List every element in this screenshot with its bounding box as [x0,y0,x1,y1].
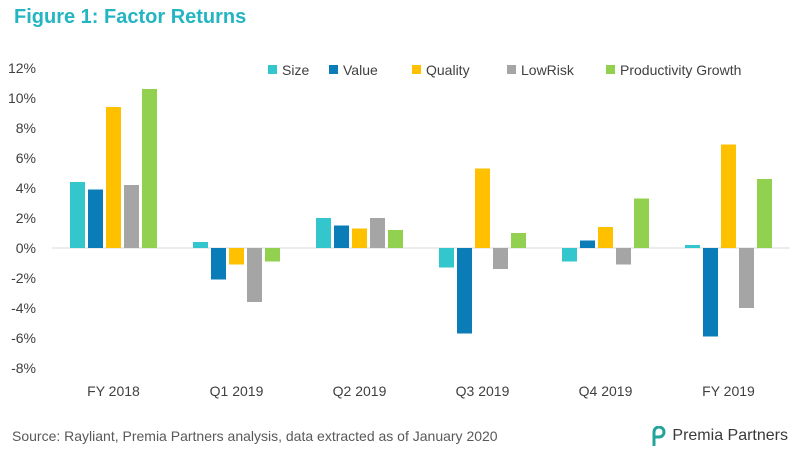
x-tick-label: Q1 2019 [210,383,264,399]
bar-lowrisk [616,248,631,265]
y-tick-label: 6% [16,150,36,166]
figure-title: Figure 1: Factor Returns [14,6,247,28]
bar-quality [475,168,490,248]
bar-size [439,248,454,268]
y-tick-label: 8% [16,120,36,136]
x-tick-label: Q4 2019 [579,383,633,399]
legend-swatch [329,65,338,74]
bar-productivity-growth [142,89,157,248]
bar-quality [229,248,244,265]
legend-label: Size [282,62,309,78]
y-tick-label: 0% [16,240,36,256]
brand-name: Premia Partners [672,427,788,444]
y-tick-label: 2% [16,210,36,226]
bar-value [580,240,595,248]
bar-quality [721,144,736,248]
bars-group [70,89,772,337]
x-tick-label: Q2 2019 [333,383,387,399]
bar-size [685,245,700,248]
source-note: Source: Rayliant, Premia Partners analys… [12,428,498,444]
bar-quality [598,227,613,248]
bar-lowrisk [124,185,139,248]
legend-label: Productivity Growth [620,62,741,78]
legend: Size Value Quality LowRisk Productivity Grow… [268,62,741,78]
bar-size [562,248,577,262]
x-tick-label: FY 2019 [702,383,755,399]
factor-returns-chart: -8% -6% -4% -2% 0% 2% 4% 6% 8% 10% 12% FY 2018 Q1 2… [8,60,790,399]
bar-quality [352,228,367,248]
x-tick-label: Q3 2019 [456,383,510,399]
y-tick-label: 12% [8,60,36,76]
bar-value [211,248,226,280]
y-tick-label: 4% [16,180,36,196]
legend-swatch [268,65,277,74]
legend-label: LowRisk [521,62,575,78]
x-axis: FY 2018 Q1 2019 Q2 2019 Q3 2019 Q4 2019 FY 20… [87,383,755,399]
legend-swatch [507,65,516,74]
y-tick-label: 10% [8,90,36,106]
y-tick-label: -4% [11,300,36,316]
bar-value [703,248,718,337]
bar-lowrisk [247,248,262,302]
bar-value [334,225,349,248]
bar-lowrisk [739,248,754,308]
bar-lowrisk [493,248,508,269]
y-tick-label: -6% [11,330,36,346]
bar-productivity-growth [265,248,280,262]
x-tick-label: FY 2018 [87,383,140,399]
bar-value [457,248,472,334]
y-axis: -8% -6% -4% -2% 0% 2% 4% 6% 8% 10% 12% [8,60,36,376]
legend-swatch [606,65,615,74]
bar-quality [106,107,121,248]
bar-productivity-growth [634,198,649,248]
bar-size [70,182,85,248]
y-tick-label: -8% [11,360,36,376]
bar-productivity-growth [511,233,526,248]
bar-productivity-growth [388,230,403,248]
legend-label: Value [343,62,378,78]
brand-logo: Premia Partners [650,426,788,446]
premia-logo-icon [652,426,666,446]
bar-value [88,189,103,248]
legend-label: Quality [426,62,470,78]
bar-lowrisk [370,218,385,248]
bar-size [316,218,331,248]
y-tick-label: -2% [11,270,36,286]
legend-swatch [412,65,421,74]
bar-productivity-growth [757,179,772,248]
bar-size [193,242,208,248]
